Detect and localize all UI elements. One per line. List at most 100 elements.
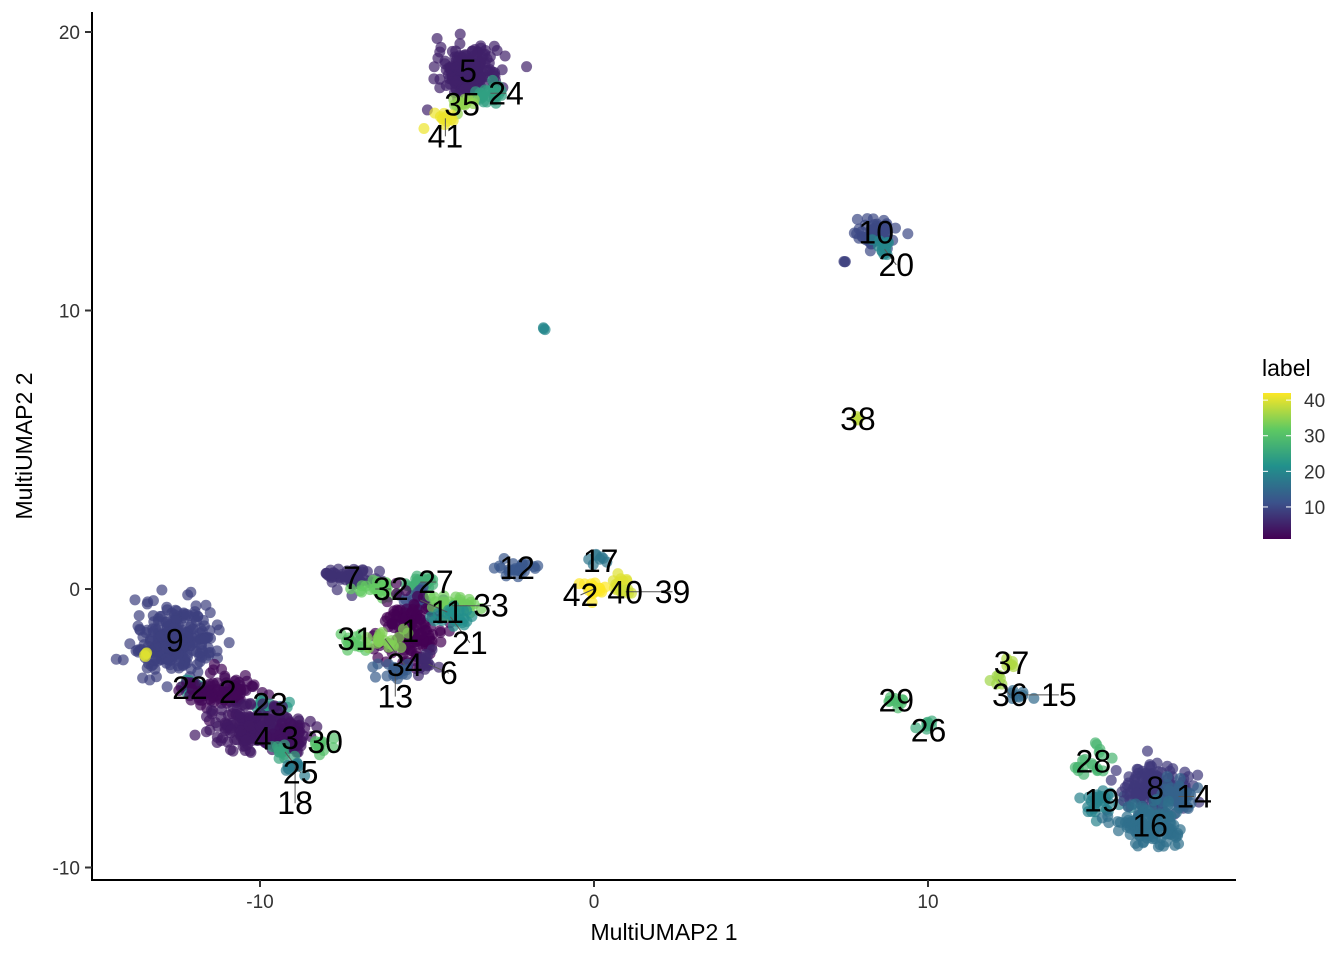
data-point <box>1163 795 1175 807</box>
data-point <box>148 655 160 667</box>
cluster-label: 38 <box>840 401 876 437</box>
data-point <box>371 637 383 649</box>
data-point <box>152 615 164 627</box>
data-point <box>172 648 184 660</box>
cluster-label: 39 <box>655 574 691 610</box>
cluster-26 <box>910 715 938 735</box>
data-point <box>363 642 375 654</box>
data-point <box>328 732 340 744</box>
cluster-point-6 <box>838 256 851 268</box>
cluster-30 <box>309 732 340 761</box>
data-point <box>193 691 205 703</box>
cluster-label: 37 <box>994 645 1030 681</box>
cluster-35 <box>448 93 480 120</box>
data-point <box>429 107 441 119</box>
data-point <box>892 702 904 714</box>
label-leader-line <box>284 751 302 774</box>
data-point <box>1105 774 1117 786</box>
points-layer <box>110 28 1205 853</box>
cluster-label: 22 <box>172 670 208 706</box>
cluster-point-26 <box>139 647 153 663</box>
y-tick-label: 0 <box>69 580 80 601</box>
data-point <box>879 241 891 253</box>
data-point <box>161 653 173 665</box>
cluster-label: 5 <box>459 53 477 89</box>
data-point <box>1142 786 1154 798</box>
data-point <box>585 582 597 594</box>
cluster-28 <box>1069 737 1118 780</box>
data-point <box>1028 692 1040 704</box>
data-point <box>198 633 210 645</box>
data-point <box>198 681 210 693</box>
cluster-25 <box>266 739 301 764</box>
data-point <box>428 73 440 85</box>
data-point <box>452 60 464 72</box>
cluster-label: 13 <box>377 679 413 715</box>
data-point <box>1079 753 1091 765</box>
cluster-label: 15 <box>1041 677 1077 713</box>
cluster-label: 32 <box>373 571 409 607</box>
data-point <box>1110 765 1122 777</box>
data-point <box>228 689 240 701</box>
data-point <box>189 729 201 741</box>
data-point <box>367 661 379 673</box>
colorbar-tick-label: 20 <box>1304 462 1325 483</box>
cluster-label: 29 <box>878 682 914 718</box>
cluster-12 <box>488 553 544 583</box>
cluster-label: 6 <box>440 655 458 691</box>
cluster-38 <box>851 410 865 426</box>
data-point <box>466 611 478 623</box>
data-point <box>431 33 443 45</box>
cluster-label: 36 <box>992 677 1028 713</box>
data-point <box>276 701 288 713</box>
cluster-label: 27 <box>418 564 454 600</box>
data-point <box>276 717 288 729</box>
label-leader-line <box>997 679 1011 696</box>
cluster-label: 42 <box>563 577 599 613</box>
data-point <box>1161 771 1173 783</box>
data-point <box>318 744 330 756</box>
data-point <box>1143 775 1155 787</box>
data-point <box>498 553 510 565</box>
cluster-37 <box>1001 653 1020 673</box>
cluster-label: 26 <box>911 713 947 749</box>
data-point <box>190 615 202 627</box>
data-point <box>454 28 466 40</box>
data-point <box>867 223 879 235</box>
data-point <box>462 93 474 105</box>
cluster-label: 28 <box>1076 744 1112 780</box>
cluster-label: 11 <box>431 594 464 630</box>
data-point <box>1097 765 1109 777</box>
x-tick-label: -10 <box>246 892 273 913</box>
data-point <box>155 630 167 642</box>
data-point <box>586 597 598 609</box>
data-point <box>866 234 878 246</box>
data-point <box>310 736 322 748</box>
data-point <box>1091 792 1103 804</box>
data-point <box>240 734 252 746</box>
data-point <box>445 109 457 121</box>
data-point <box>395 641 407 653</box>
data-point <box>889 692 901 704</box>
data-point <box>1006 693 1018 705</box>
label-leader-line <box>449 616 471 644</box>
data-point <box>514 562 526 574</box>
data-point <box>204 693 216 705</box>
cluster-9 <box>110 584 235 693</box>
data-point <box>839 256 851 268</box>
data-point <box>993 669 1005 681</box>
data-point <box>251 709 263 721</box>
y-tick-label: 20 <box>59 23 80 44</box>
data-point <box>227 745 239 757</box>
data-point <box>1082 801 1094 813</box>
data-point <box>412 669 424 681</box>
data-point <box>1168 819 1180 831</box>
cluster-label: 31 <box>337 621 373 657</box>
data-point <box>1112 825 1124 837</box>
data-point <box>861 213 873 225</box>
data-point <box>1074 792 1086 804</box>
label-leader-line <box>384 638 406 666</box>
data-point <box>1160 828 1172 840</box>
data-point <box>1174 773 1186 785</box>
